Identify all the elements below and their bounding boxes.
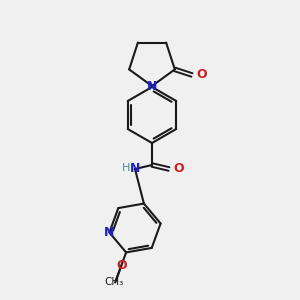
Text: N: N [104, 226, 115, 239]
Text: O: O [196, 68, 207, 82]
Text: H: H [122, 163, 130, 173]
Text: O: O [116, 259, 127, 272]
Text: N: N [147, 80, 157, 92]
Text: CH₃: CH₃ [104, 277, 123, 286]
Text: O: O [173, 163, 184, 176]
Text: N: N [130, 163, 140, 176]
